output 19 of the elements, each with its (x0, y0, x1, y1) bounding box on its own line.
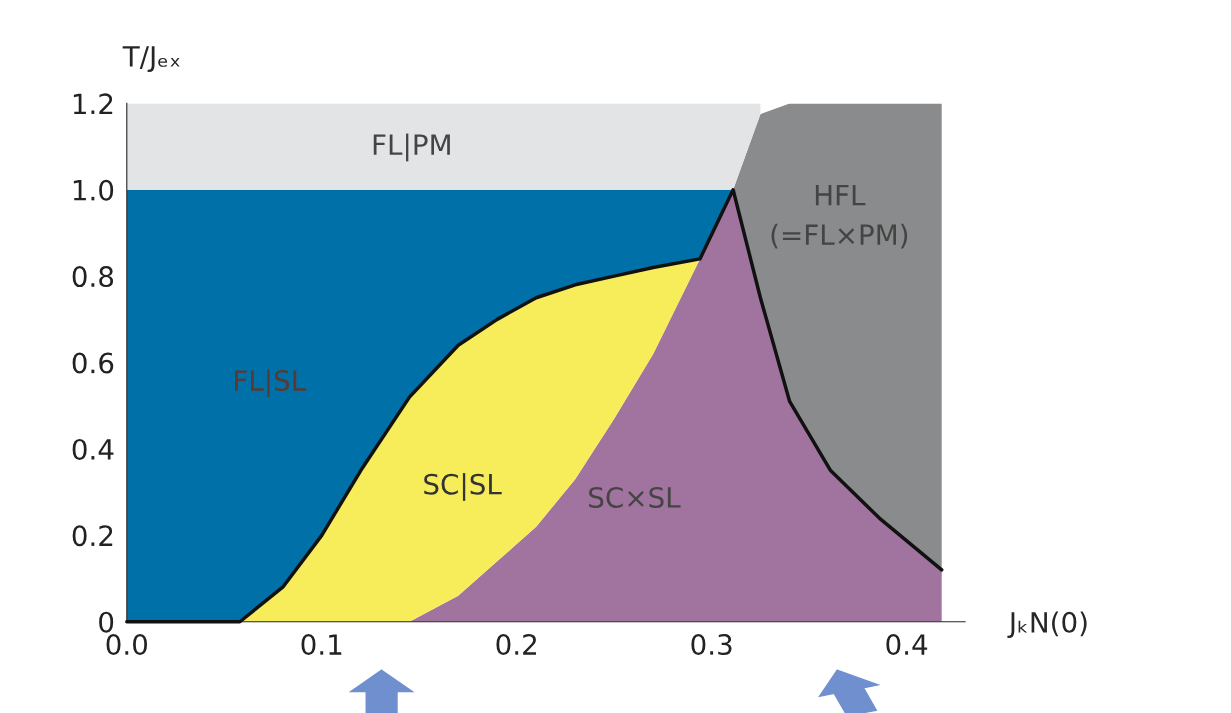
annotation: FL|PM (373, 133, 450, 162)
x-tick-label: 0.2 (496, 634, 537, 656)
y-tick-label: 0.4 (72, 438, 114, 460)
x-tick-label: 0.4 (886, 634, 928, 656)
x-tick-label: 0.1 (301, 634, 342, 656)
y-tick-label: 0.2 (72, 525, 113, 547)
y-tick-label: 1.0 (73, 179, 114, 201)
annotation: FL|SL (235, 369, 307, 398)
y-tick-label: 0 (99, 611, 114, 633)
x-tick-label: 0.3 (691, 634, 732, 656)
y-tick-label: 0.8 (72, 266, 114, 288)
annotation: SC|SL (424, 473, 502, 501)
annotation: SC×SL (589, 486, 681, 508)
x-axis-title: JₖN(0) (1007, 611, 1087, 639)
annotation: HFL (=FL×PM) (771, 185, 908, 249)
y-tick-label: 0.6 (72, 352, 114, 374)
y-axis-title: T/Jₑₓ (122, 46, 180, 73)
y-tick-label: 1.2 (73, 93, 113, 114)
x-tick-label: 0.0 (106, 634, 148, 656)
